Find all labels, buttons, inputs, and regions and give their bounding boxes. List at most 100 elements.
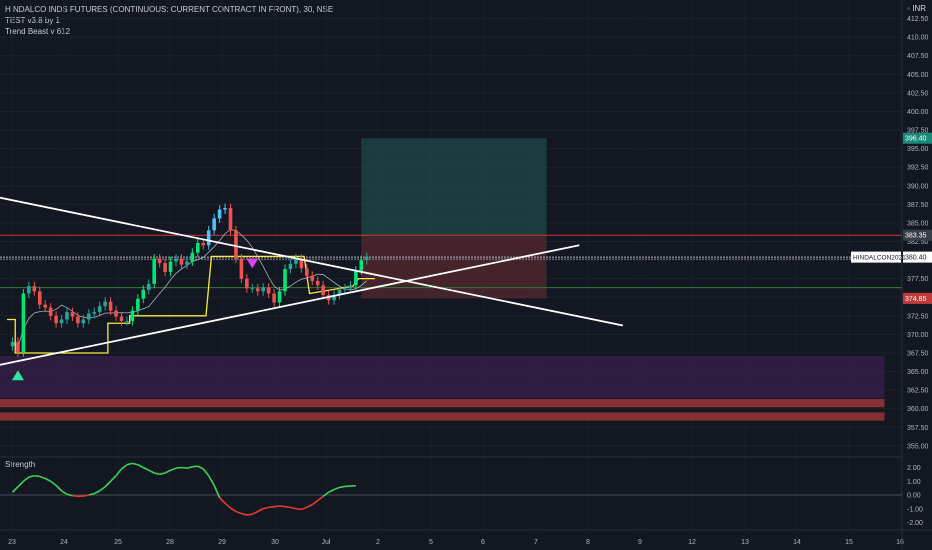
osc-segment [219, 497, 226, 504]
osc-segment [28, 474, 35, 478]
y-tick-label: 357.50 [907, 425, 929, 432]
candle-body [277, 291, 282, 303]
currency-label[interactable]: ◦ INR [907, 4, 926, 13]
oscillator-title: Strength [5, 460, 36, 469]
candle-body [364, 257, 369, 261]
osc-segment [257, 508, 264, 513]
y-tick-label: 412.50 [907, 16, 929, 23]
candle-body [21, 293, 26, 353]
osc-y-tick-label: -2.00 [907, 520, 923, 527]
osc-segment [290, 506, 297, 510]
osc-segment [83, 494, 89, 497]
y-tick-label: 397.50 [907, 128, 929, 135]
trailing-stop-line [7, 255, 375, 354]
osc-segment [137, 464, 144, 469]
stop-price-label-bg [903, 292, 932, 304]
candle-body [141, 289, 146, 299]
candle-body [65, 312, 69, 320]
osc-y-tick-label: 2.00 [907, 465, 921, 472]
candle-body [81, 319, 86, 324]
y-tick-label: 362.50 [907, 388, 929, 395]
x-tick-label: 9 [638, 539, 642, 546]
candle-body [92, 312, 97, 314]
x-tick-label: 30 [271, 539, 279, 546]
entry-price-label-bg [903, 229, 932, 241]
moving-average-line [12, 229, 368, 348]
x-tick-label: 13 [741, 539, 749, 546]
candle-body [201, 242, 206, 246]
candle-body [87, 313, 91, 320]
y-tick-label: 377.50 [907, 276, 929, 283]
osc-segment [213, 485, 221, 499]
candle-body [76, 316, 80, 324]
candle-body [190, 252, 195, 262]
symbol-tag: HINDALCON2021 [853, 255, 906, 262]
currency-code: INR [912, 4, 926, 13]
osc-segment [66, 493, 73, 497]
osc-segment [164, 469, 171, 474]
candle-body [206, 230, 211, 246]
candle-body [348, 285, 353, 289]
osc-segment [17, 480, 24, 488]
y-tick-label: 367.50 [907, 350, 929, 357]
osc-segment [251, 510, 259, 515]
y-tick-label: 370.00 [907, 332, 929, 339]
y-tick-label: 400.00 [907, 109, 929, 116]
osc-segment [142, 466, 150, 471]
chart-title: HINDALCO INDS FUTURES (CONTINUOUS: CURRE… [5, 5, 334, 14]
candle-body [299, 258, 304, 269]
candle-body [125, 321, 129, 323]
candle-body [37, 291, 42, 305]
candle-body [272, 293, 276, 303]
y-tick-label: 387.50 [907, 202, 929, 209]
x-tick-label: 16 [896, 539, 904, 546]
trendline-descending [0, 196, 624, 327]
osc-segment [235, 510, 242, 515]
osc-segment [121, 464, 128, 470]
osc-segment [317, 495, 324, 502]
osc-segment [99, 486, 106, 492]
entry-price-label: 383.35 [905, 233, 927, 240]
osc-segment [44, 477, 52, 482]
x-tick-label: 7 [534, 539, 538, 546]
candle-body [228, 208, 233, 231]
osc-segment [34, 474, 40, 478]
candle-body [321, 285, 325, 296]
indicator-test[interactable]: TEST v3.8 by 1 [5, 16, 60, 25]
candle-body [27, 286, 31, 294]
y-tick-label: 395.00 [907, 146, 929, 153]
osc-y-tick-label: -1.00 [907, 506, 923, 513]
osc-segment [55, 484, 63, 492]
candle-body [261, 287, 265, 292]
target-price-label-bg [903, 132, 932, 144]
osc-segment [311, 499, 319, 506]
osc-segment [132, 462, 139, 466]
target-price-label: 396.40 [905, 136, 927, 143]
osc-segment [306, 503, 313, 509]
osc-segment [50, 480, 57, 487]
x-tick-label: 15 [845, 539, 853, 546]
osc-segment [186, 466, 193, 469]
x-tick-label: 5 [429, 539, 433, 546]
candle-body [16, 341, 20, 353]
indicator-trend-beast[interactable]: Trend Beast v 612 [5, 27, 71, 36]
osc-segment [126, 462, 133, 466]
chart-legend: HINDALCO INDS FUTURES (CONTINUOUS: CURRE… [5, 4, 333, 37]
y-tick-label: 355.00 [907, 443, 929, 450]
osc-segment [22, 476, 30, 482]
osc-segment [93, 490, 101, 495]
candle-body [152, 258, 156, 284]
osc-segment [154, 472, 160, 476]
y-tick-label: 402.50 [907, 90, 929, 97]
osc-segment [175, 466, 182, 469]
osc-segment [148, 469, 155, 474]
osc-segment [192, 465, 198, 468]
buy-signal-icon [11, 370, 24, 381]
candle-body [212, 218, 216, 231]
candle-body [332, 295, 336, 301]
x-tick-label: 29 [218, 539, 226, 546]
candle-body [48, 307, 53, 316]
osc-segment [295, 507, 302, 511]
osc-segment [328, 488, 335, 493]
